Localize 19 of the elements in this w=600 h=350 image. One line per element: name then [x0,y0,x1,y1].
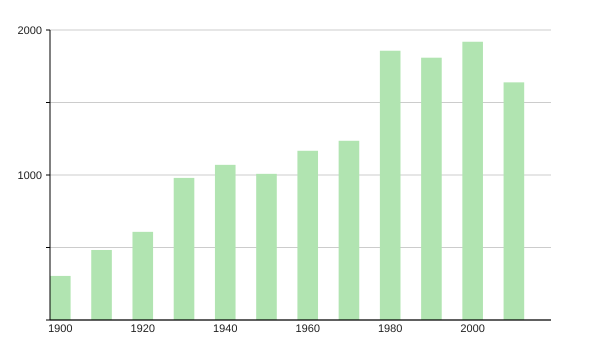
bar [174,178,194,320]
x-tick-label: 1980 [378,323,402,335]
x-tick-label: 1940 [213,323,238,335]
bar [338,140,360,320]
bar [504,82,524,320]
bar [421,58,442,320]
x-tick-label: 2000 [460,323,485,335]
bar [214,164,236,320]
bar [256,174,277,320]
x-tick-label: 1900 [48,323,73,335]
bar [132,232,154,320]
bar [462,42,483,320]
bar [91,250,112,320]
x-tick-label: 1920 [130,323,156,335]
bar [297,150,318,320]
y-tick-label: 1000 [18,170,42,182]
x-tick-label: 1960 [295,323,320,335]
bar [50,276,71,320]
bar [380,50,400,320]
